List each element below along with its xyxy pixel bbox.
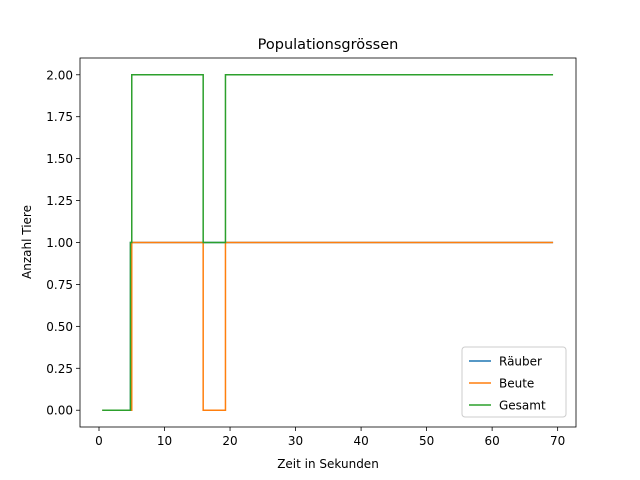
y-tick-label: 1.75 [46, 110, 73, 124]
legend-box [461, 346, 567, 418]
x-tick-label: 10 [157, 434, 172, 448]
x-tick-label: 40 [353, 434, 368, 448]
x-tick-label: 30 [288, 434, 303, 448]
y-tick-label: 1.50 [46, 152, 73, 166]
plot-area: 0 10 20 30 40 50 60 70 0.00 0.25 0.50 0.75 1.00 1.25 1… [46, 57, 577, 448]
x-tick-label: 60 [484, 434, 499, 448]
y-tick-label: 1.00 [46, 236, 73, 250]
y-tick-label: 2.00 [46, 68, 73, 82]
y-tick-label: 1.25 [46, 194, 73, 208]
legend-label-r-uber: Räuber [499, 355, 542, 369]
x-axis-title: Zeit in Sekunden [277, 457, 379, 471]
x-tick-label: 50 [419, 434, 434, 448]
y-tick-label: 0.00 [46, 404, 73, 418]
y-axis-title: Anzahl Tiere [20, 205, 34, 279]
series-line-gesamt [102, 74, 554, 411]
legend-label-gesamt: Gesamt [499, 399, 546, 413]
y-tick-label: 0.25 [46, 362, 73, 376]
y-tick-label: 0.50 [46, 320, 73, 334]
x-tick-label: 20 [222, 434, 237, 448]
x-tick-label: 70 [550, 434, 565, 448]
y-tick-label: 0.75 [46, 278, 73, 292]
x-tick-label: 0 [95, 434, 103, 448]
series-line-beute [102, 241, 554, 411]
legend-label-beute: Beute [499, 377, 534, 391]
chart-title: Populationsgrössen [258, 37, 399, 53]
